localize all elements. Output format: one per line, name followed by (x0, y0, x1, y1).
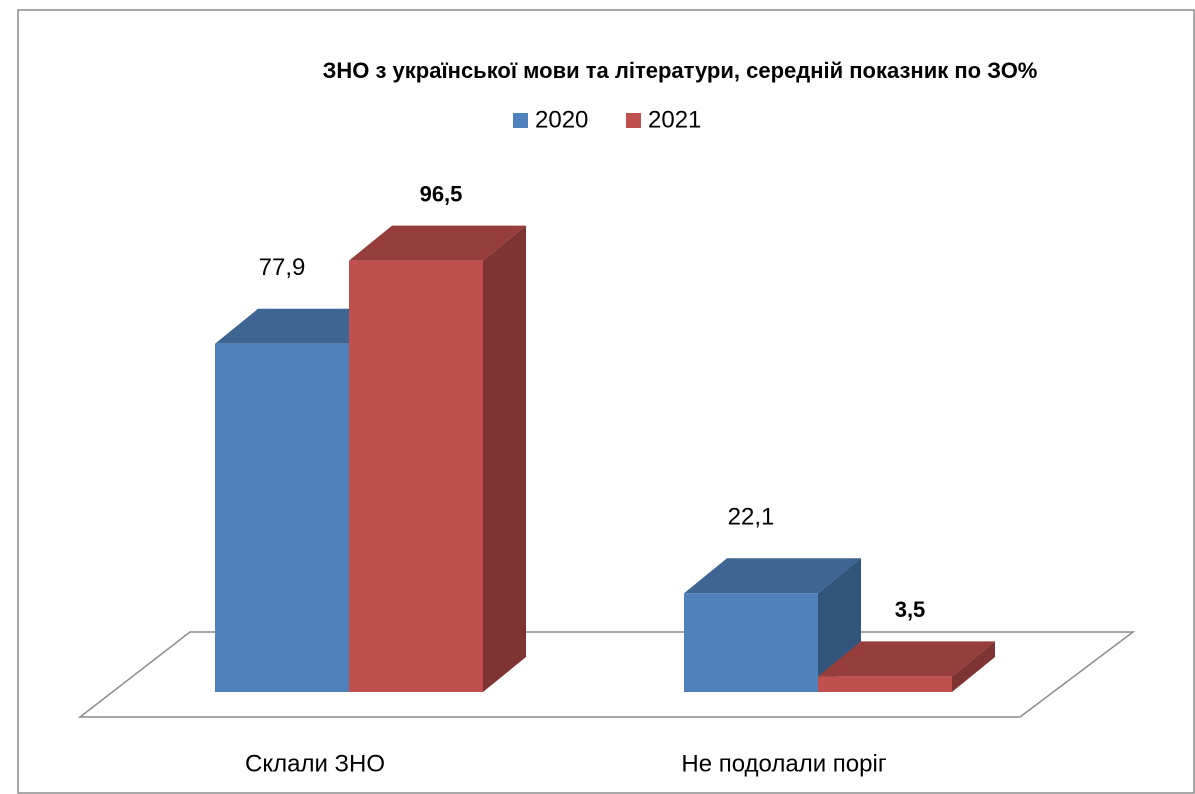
x-tick-label: Склали ЗНО (245, 750, 385, 777)
legend-swatch (513, 113, 528, 128)
bar-top (349, 225, 526, 261)
bar (215, 343, 349, 692)
legend-label: 2020 (535, 106, 588, 133)
bar-side (952, 641, 995, 692)
bar (349, 260, 483, 692)
bar-top (818, 641, 995, 677)
x-tick-label: Не подолали поріг (681, 750, 886, 777)
legend-swatch (626, 113, 641, 128)
data-label: 22,1 (728, 504, 775, 531)
bar-side (483, 225, 526, 692)
data-label: 96,5 (420, 181, 463, 206)
bar-top (684, 558, 861, 594)
legend-label: 2021 (648, 106, 701, 133)
data-label: 77,9 (259, 254, 306, 281)
chart-title: ЗНО з української мови та літератури, се… (323, 58, 1038, 83)
bar (818, 676, 952, 692)
data-label: 3,5 (895, 597, 926, 622)
bar-top (215, 308, 392, 344)
bar (684, 593, 818, 692)
